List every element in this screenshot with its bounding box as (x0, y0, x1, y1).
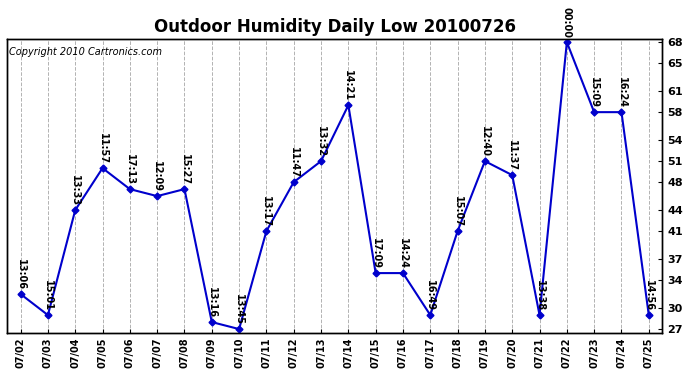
Text: 11:47: 11:47 (288, 147, 299, 178)
Text: 15:01: 15:01 (43, 280, 53, 311)
Text: 11:37: 11:37 (507, 140, 518, 171)
Text: 17:13: 17:13 (125, 154, 135, 185)
Text: 13:45: 13:45 (234, 294, 244, 325)
Text: 14:21: 14:21 (344, 70, 353, 101)
Text: 14:24: 14:24 (398, 238, 408, 269)
Text: 13:17: 13:17 (262, 196, 271, 227)
Text: 13:06: 13:06 (16, 259, 26, 290)
Text: 15:07: 15:07 (453, 196, 462, 227)
Text: 13:32: 13:32 (316, 126, 326, 157)
Text: 17:09: 17:09 (371, 238, 381, 269)
Text: 16:24: 16:24 (616, 77, 627, 108)
Text: 16:49: 16:49 (425, 280, 435, 311)
Text: 11:57: 11:57 (97, 133, 108, 164)
Text: 14:56: 14:56 (644, 280, 654, 311)
Text: 15:09: 15:09 (589, 77, 599, 108)
Text: 12:40: 12:40 (480, 126, 490, 157)
Text: 13:33: 13:33 (70, 175, 80, 206)
Text: 00:00: 00:00 (562, 7, 572, 38)
Text: 15:27: 15:27 (179, 154, 190, 185)
Text: 13:16: 13:16 (207, 287, 217, 318)
Text: 13:38: 13:38 (535, 280, 544, 311)
Text: Copyright 2010 Cartronics.com: Copyright 2010 Cartronics.com (9, 48, 162, 57)
Text: 12:09: 12:09 (152, 161, 162, 192)
Title: Outdoor Humidity Daily Low 20100726: Outdoor Humidity Daily Low 20100726 (154, 18, 515, 36)
